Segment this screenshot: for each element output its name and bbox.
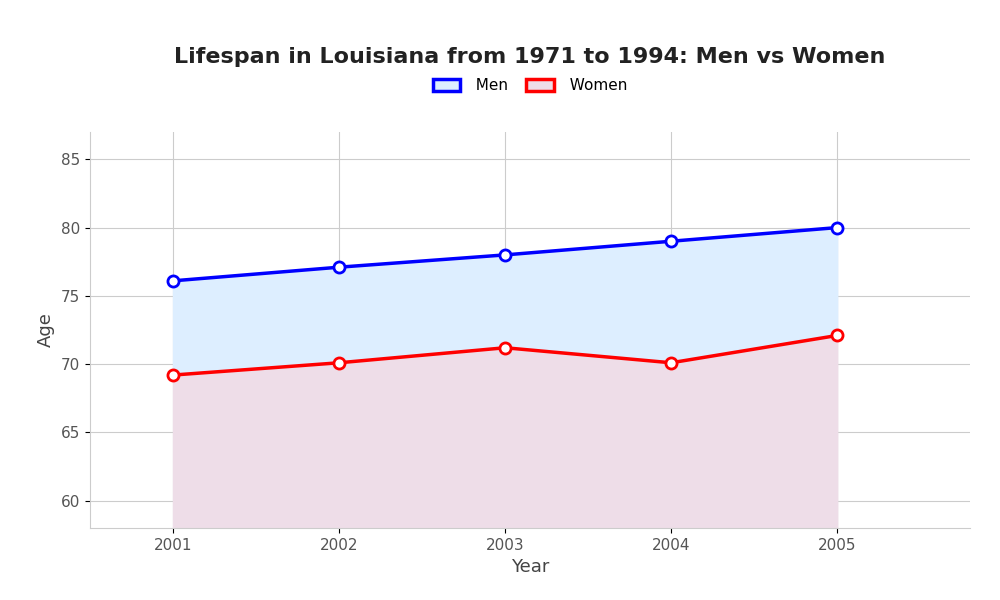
X-axis label: Year: Year — [511, 558, 549, 576]
Y-axis label: Age: Age — [37, 313, 55, 347]
Legend:   Men,   Women: Men, Women — [426, 73, 634, 100]
Title: Lifespan in Louisiana from 1971 to 1994: Men vs Women: Lifespan in Louisiana from 1971 to 1994:… — [174, 47, 886, 67]
